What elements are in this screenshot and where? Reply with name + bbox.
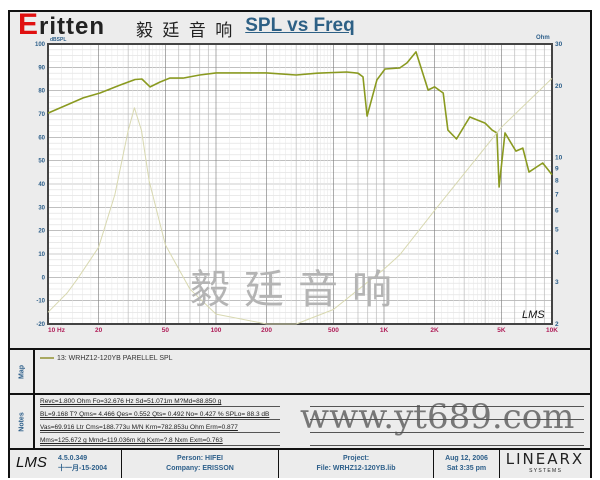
x-tick-label: 1K [380, 327, 389, 334]
y2-axis-label: Ohm [536, 35, 550, 41]
project: Project: [342, 455, 370, 462]
y2-tick-label: 30 [555, 41, 563, 48]
time: Sat 3:35 pm [446, 465, 487, 472]
x-tick-label: 20 [95, 327, 103, 334]
note-blank-line [310, 432, 584, 433]
brand-logo: Eritten [18, 8, 106, 41]
map-section: Map 13: WRHZ12-120YB PARELLEL SPL [10, 348, 590, 394]
version: 4.5.0.349 [58, 455, 88, 462]
y2-tick-label: 5 [555, 226, 559, 233]
footer-person: Person: HIFEI Company: ERISSON [122, 450, 279, 478]
y2-tick-label: 8 [555, 178, 559, 185]
file-name: File: WRHZ12-120YB.lib [316, 465, 396, 472]
x-tick-label: 10 Hz [48, 327, 66, 334]
notes-label: Notes [18, 412, 25, 432]
y2-tick-label: 7 [555, 191, 559, 198]
spl-curve [47, 51, 553, 188]
note-line: Mms=125.672 g Mmd=119.036m Kg Kxm=?.8 Nx… [40, 436, 280, 446]
y2-tick-label: 9 [555, 165, 559, 172]
build-date: 十一月-15-2004 [58, 465, 108, 472]
y2-tick-label: 4 [555, 249, 559, 256]
y-tick-label: 90 [38, 65, 45, 71]
logo-subtitle: 毅 廷 音 响 [136, 21, 235, 41]
lms-annotation: LMS [522, 309, 545, 321]
y-tick-label: 100 [35, 42, 46, 48]
note-line: Vas=69.916 Ltr Cms=188.773u M/N Krm=782.… [40, 423, 280, 433]
date: Aug 12, 2006 [445, 455, 488, 462]
y2-tick-label: 10 [555, 155, 563, 162]
y-tick-label: 10 [38, 252, 45, 258]
y-tick-label: 30 [38, 205, 45, 211]
legend-label: 13: WRHZ12-120YB PARELLEL SPL [57, 355, 173, 362]
note-blank-line [310, 445, 584, 446]
footer: LMS 4.5.0.349 十一月-15-2004 Person: HIFEI Co… [10, 448, 590, 478]
notes-section: Notes Revc=1.800 Ohm Fo=32.676 Hz Sd=51.… [10, 393, 590, 449]
person: Person: HIFEI [177, 455, 223, 462]
x-tick-label: 500 [328, 327, 339, 334]
footer-version: LMS 4.5.0.349 十一月-15-2004 [10, 450, 122, 478]
y2-tick-label: 6 [555, 207, 559, 214]
legend-swatch [40, 357, 54, 360]
footer-project: Project: File: WRHZ12-120YB.lib [279, 450, 434, 478]
impedance-curve [47, 78, 553, 325]
y2-tick-label: 3 [555, 279, 559, 286]
y-tick-label: -20 [36, 322, 45, 328]
brand-name: LINEARX [505, 450, 585, 468]
note-blank-line [310, 419, 584, 420]
x-tick-label: 100 [211, 327, 222, 334]
note-line: Revc=1.800 Ohm Fo=32.676 Hz Sd=51.071m M… [40, 397, 280, 407]
note-line: BL=9.168 T? Qms= 4.466 Qes= 0.552 Qts= 0… [40, 410, 280, 420]
linearx-logo: LINEARX S Y S T E M S [500, 450, 590, 478]
y2-tick-label: 20 [555, 83, 563, 90]
y-tick-label: 80 [38, 89, 45, 95]
x-tick-label: 10K [546, 327, 558, 334]
x-tick-label: 5K [497, 327, 506, 334]
y2-tick-label: 2 [555, 321, 559, 328]
plot-border [47, 43, 553, 325]
x-tick-label: 200 [261, 327, 272, 334]
x-tick-label: 2K [430, 327, 439, 334]
chart-title: SPL vs Freq [245, 15, 355, 36]
note-blank-line [310, 406, 584, 407]
y-tick-label: 50 [38, 159, 45, 165]
footer-date: Aug 12, 2006 Sat 3:35 pm [434, 450, 500, 478]
lms-logo: LMS [16, 454, 47, 471]
y-tick-label: 70 [38, 112, 45, 118]
brand-sub: S Y S T E M S [529, 468, 561, 474]
spl-chart: 1009080706050403020100-10-20302010987654… [35, 35, 563, 334]
y-tick-label: -10 [36, 299, 45, 305]
watermark-cn: 毅廷音响 [190, 267, 406, 313]
y-tick-label: 60 [38, 135, 45, 141]
y-tick-label: 0 [42, 275, 46, 281]
map-label: Map [18, 365, 25, 379]
watermark-url: www.yt689.com [300, 397, 575, 437]
company: Company: ERISSON [166, 465, 234, 472]
legend-item: 13: WRHZ12-120YB PARELLEL SPL [40, 355, 173, 362]
y-tick-label: 20 [38, 229, 45, 235]
y-axis-label: dBSPL [50, 37, 66, 43]
x-tick-label: 50 [162, 327, 170, 334]
y-tick-label: 40 [38, 182, 45, 188]
